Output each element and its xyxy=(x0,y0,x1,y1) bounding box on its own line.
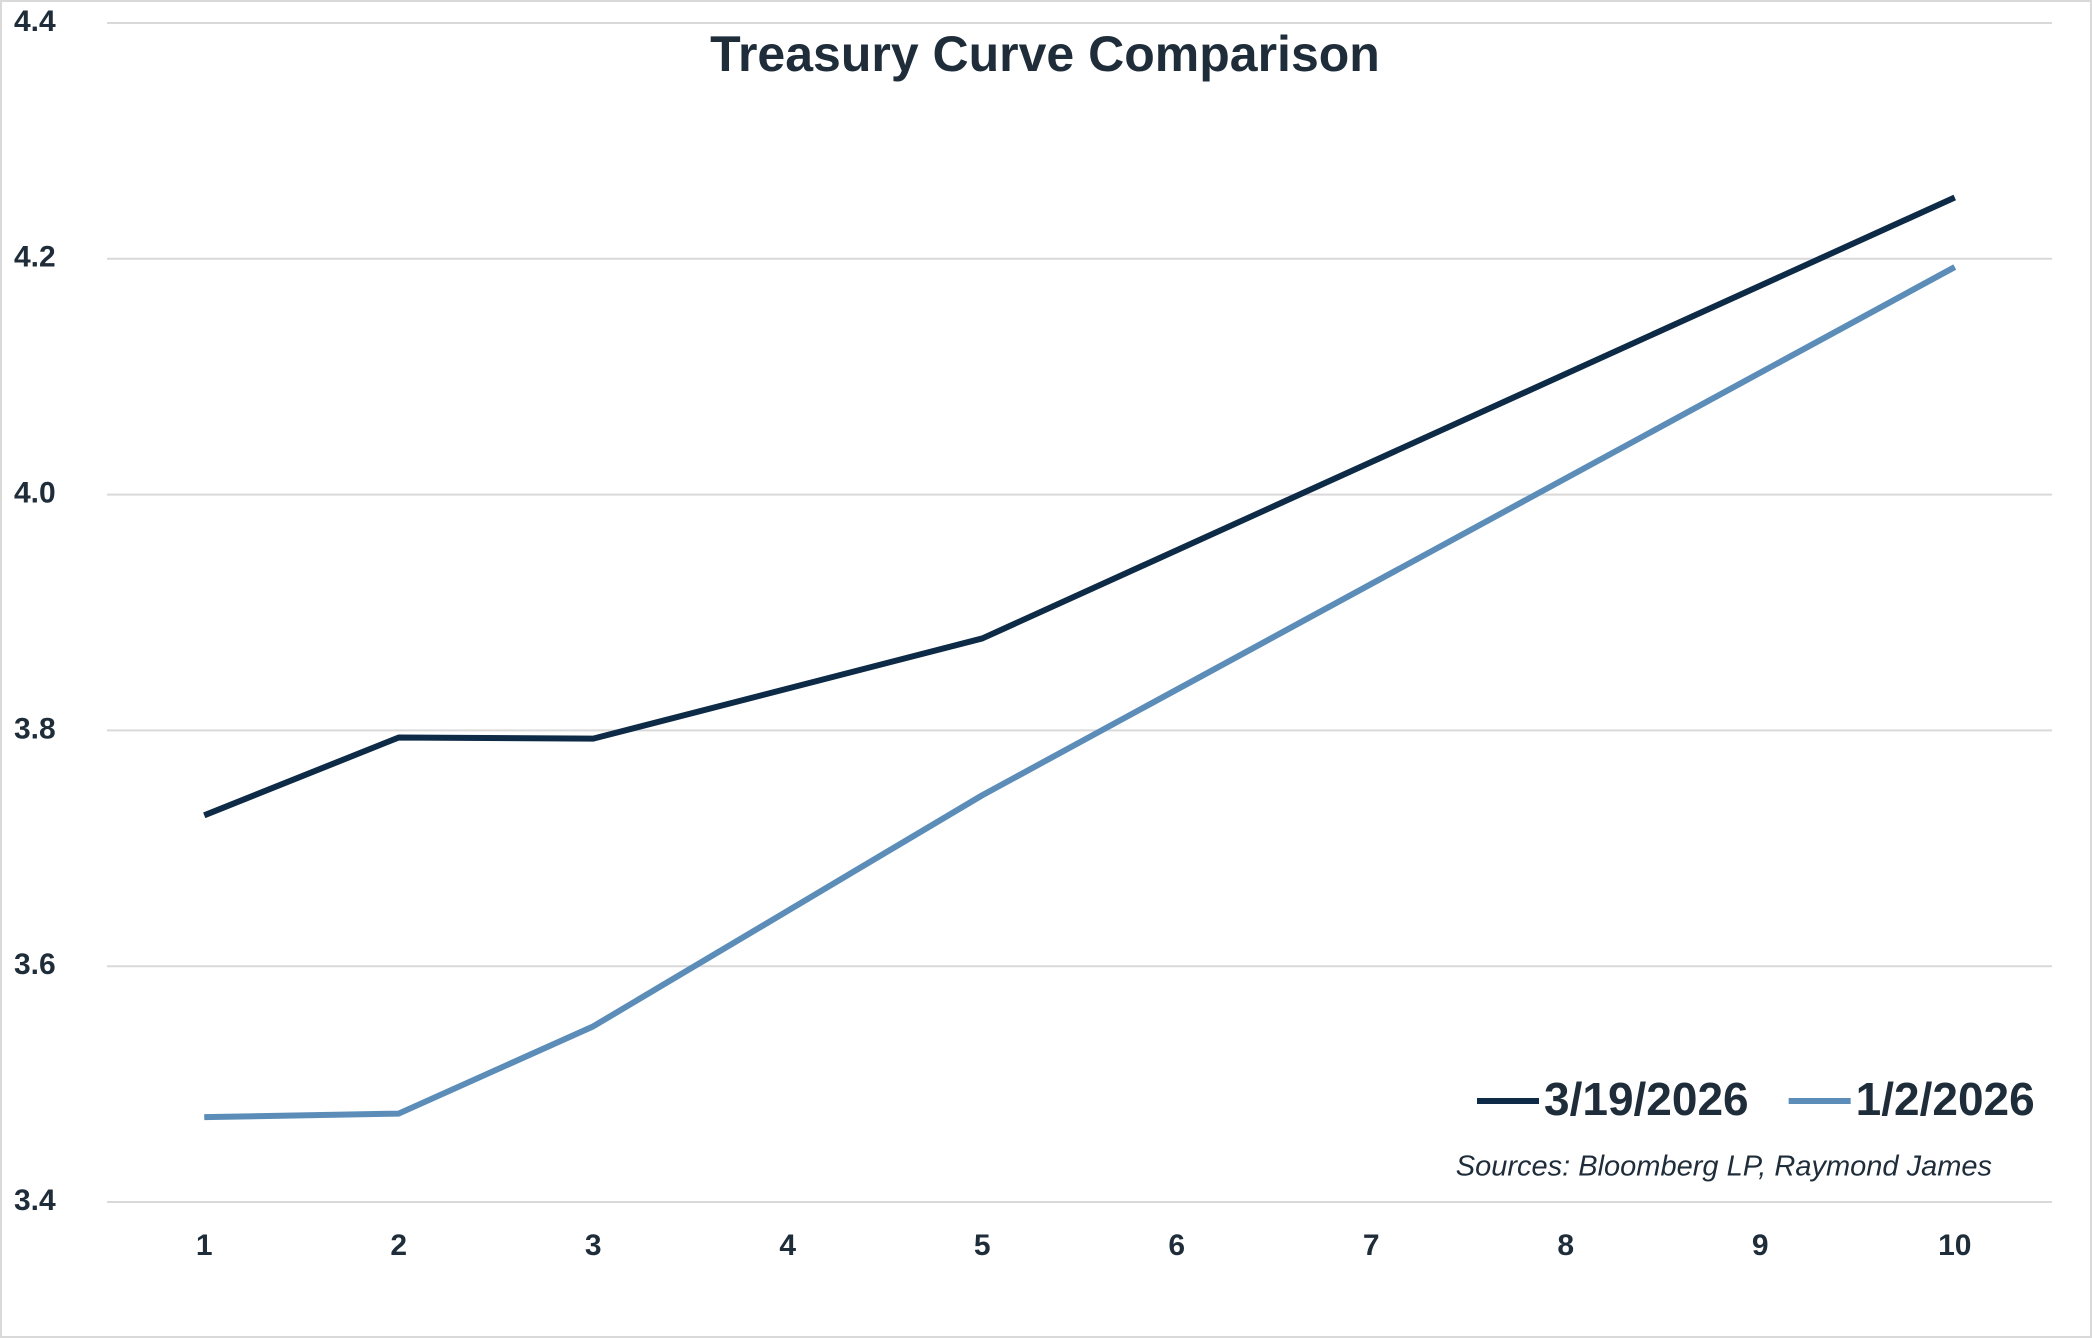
x-tick-label: 10 xyxy=(1938,1229,1971,1262)
x-tick-label: 4 xyxy=(779,1229,796,1262)
x-tick-label: 6 xyxy=(1168,1229,1185,1262)
data-line xyxy=(204,264,1957,1121)
y-tick-label: 3.6 xyxy=(14,948,56,981)
y-tick-label: 4.0 xyxy=(14,477,56,510)
x-tick-label: 5 xyxy=(974,1229,991,1262)
x-tick-label: 9 xyxy=(1752,1229,1769,1262)
x-tick-label: 1 xyxy=(196,1229,213,1262)
x-tick-label: 7 xyxy=(1363,1229,1380,1262)
y-tick-label: 3.4 xyxy=(14,1184,56,1217)
x-tick-label: 8 xyxy=(1557,1229,1574,1262)
chart-title: Treasury Curve Comparison xyxy=(710,26,1380,82)
x-tick-label: 2 xyxy=(390,1229,407,1262)
x-tick-label: 3 xyxy=(585,1229,602,1262)
data-line xyxy=(203,194,1956,819)
source-note: Sources: Bloomberg LP, Raymond James xyxy=(1456,1151,1992,1183)
legend-label: 3/19/2026 xyxy=(1544,1073,1749,1125)
legend-label: 1/2/2026 xyxy=(1856,1073,2035,1125)
y-tick-label: 3.8 xyxy=(14,712,56,745)
y-tick-label: 4.4 xyxy=(14,5,56,38)
y-tick-label: 4.2 xyxy=(14,241,56,274)
